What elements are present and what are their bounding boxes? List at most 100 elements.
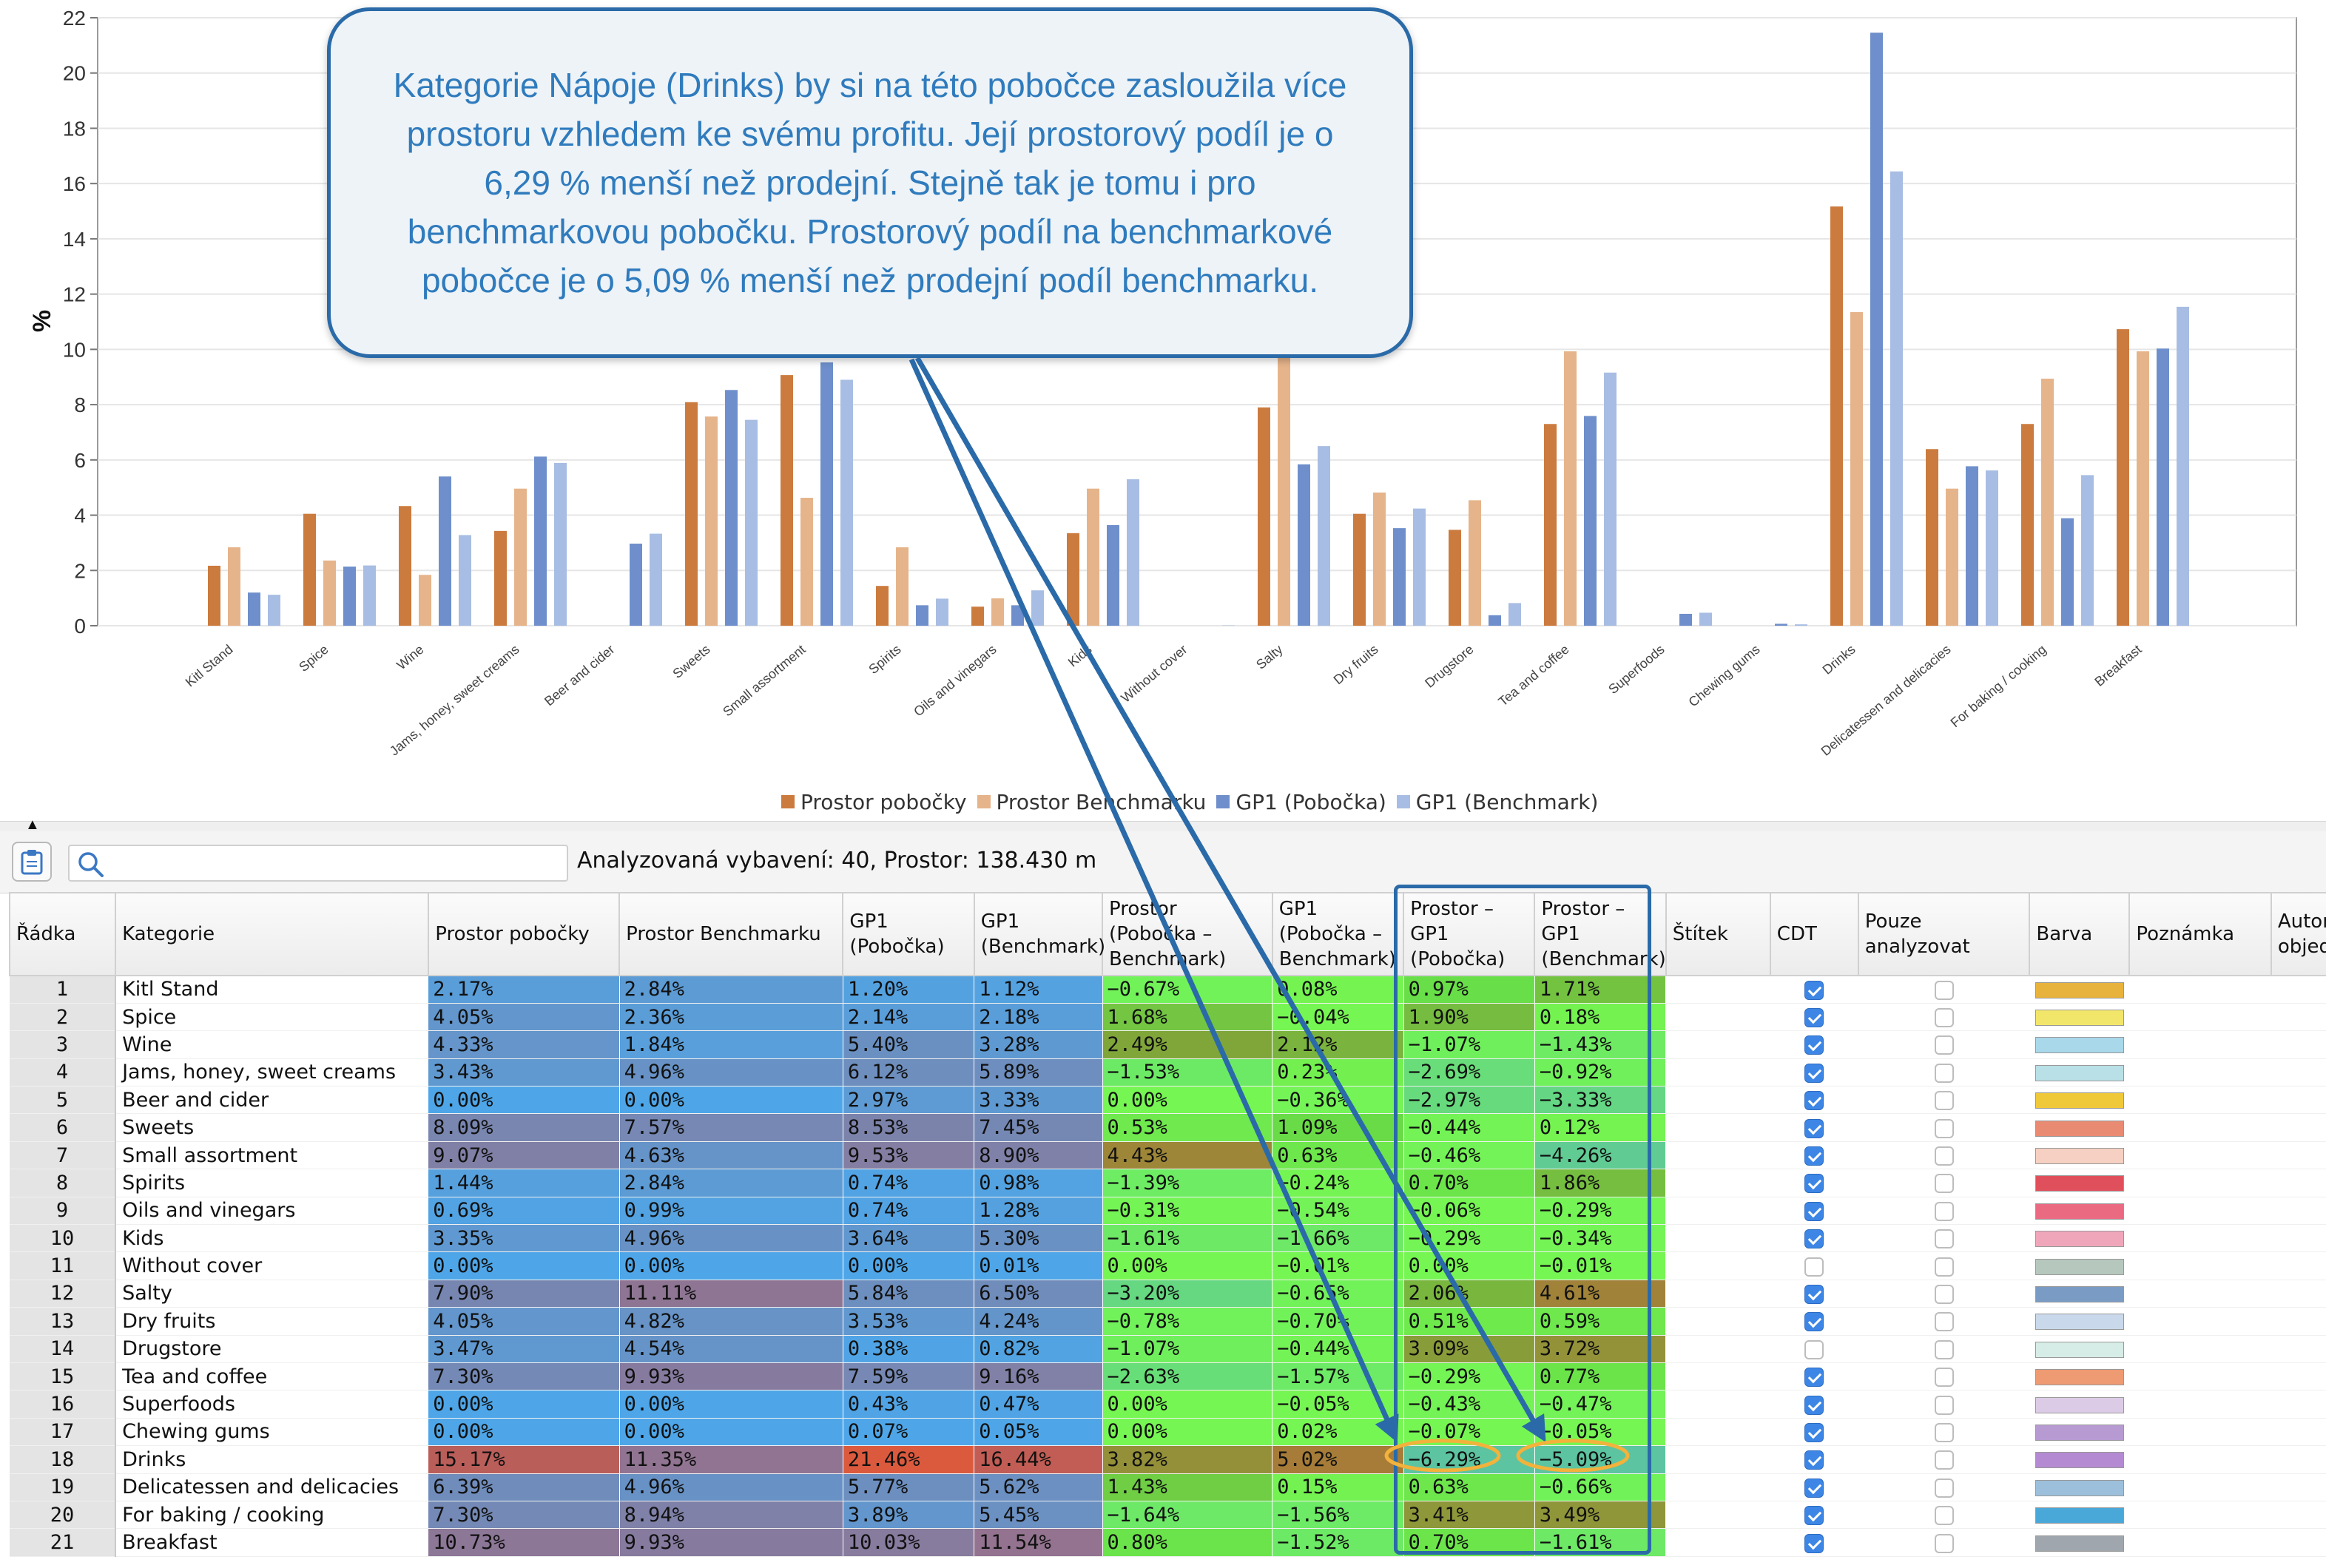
gp1-branch-cell[interactable]: 3.53% (843, 1307, 975, 1336)
gp1-branch-cell[interactable]: 0.74% (843, 1169, 975, 1197)
table-row[interactable]: 12 Salty 7.90% 11.11% 5.84% 6.50% −3.20% −0.65%… (10, 1280, 2326, 1308)
gp1-benchmark-cell[interactable]: 3.33% (974, 1086, 1103, 1115)
gp1-branch-cell[interactable]: 8.53% (843, 1113, 975, 1142)
space-benchmark-cell[interactable]: 4.63% (619, 1141, 843, 1170)
space-benchmark-cell[interactable]: 4.96% (619, 1473, 843, 1501)
space-diff-cell[interactable]: −0.78% (1102, 1307, 1273, 1336)
tag-cell[interactable] (1665, 1528, 1770, 1557)
gp1-diff-cell[interactable]: 1.09% (1272, 1113, 1404, 1142)
auto-order-cell[interactable] (2271, 1445, 2326, 1474)
note-cell[interactable] (2129, 1058, 2271, 1087)
space-branch-cell[interactable]: 7.90% (428, 1280, 620, 1308)
tag-cell[interactable] (1665, 1307, 1770, 1336)
space-diff-cell[interactable]: −2.63% (1102, 1362, 1273, 1391)
cdt-cell[interactable] (1770, 1307, 1858, 1336)
tag-cell[interactable] (1665, 1473, 1770, 1501)
table-row[interactable]: 20 For baking / cooking 7.30% 8.94% 3.89% 5.4… (10, 1501, 2326, 1530)
table-row[interactable]: 6 Sweets 8.09% 7.57% 8.53% 7.45% 0.53% 1.09% −0.… (10, 1113, 2326, 1142)
gp1-diff-cell[interactable]: −0.24% (1272, 1169, 1404, 1197)
gp1-benchmark-cell[interactable]: 1.28% (974, 1197, 1103, 1226)
space-diff-cell[interactable]: 0.00% (1102, 1251, 1273, 1280)
auto-order-cell[interactable] (2271, 1390, 2326, 1419)
analyze-only-checkbox[interactable] (1934, 1533, 1954, 1553)
space-branch-cell[interactable]: 0.00% (428, 1086, 620, 1115)
analyze-only-checkbox[interactable] (1934, 1422, 1954, 1442)
tag-cell[interactable] (1665, 1390, 1770, 1419)
category-cell[interactable]: Salty (115, 1280, 429, 1308)
analyze-only-cell[interactable] (1858, 1335, 2030, 1363)
space-gp1-branch-cell[interactable]: −2.97% (1403, 1086, 1535, 1115)
analyze-only-checkbox[interactable] (1934, 1118, 1954, 1138)
gp1-benchmark-cell[interactable]: 7.45% (974, 1113, 1103, 1142)
header-auto-order[interactable]: Autom objedn (2270, 892, 2326, 976)
space-gp1-benchmark-cell[interactable]: −3.33% (1534, 1086, 1667, 1115)
space-diff-cell[interactable]: −1.39% (1102, 1169, 1273, 1197)
space-gp1-benchmark-cell[interactable]: 1.86% (1534, 1169, 1667, 1197)
space-branch-cell[interactable]: 7.30% (428, 1362, 620, 1391)
color-cell[interactable] (2029, 1251, 2130, 1280)
space-branch-cell[interactable]: 4.33% (428, 1030, 620, 1059)
cdt-cell[interactable] (1770, 1224, 1858, 1253)
tag-cell[interactable] (1665, 1280, 1770, 1308)
header-space-benchmark[interactable]: Prostor Benchmarku (618, 892, 844, 976)
space-diff-cell[interactable]: 0.00% (1102, 1418, 1273, 1447)
space-benchmark-cell[interactable]: 1.84% (619, 1030, 843, 1059)
analyze-only-checkbox[interactable] (1934, 1063, 1954, 1083)
analyze-only-checkbox[interactable] (1934, 1478, 1954, 1498)
header-gp1-benchmark[interactable]: GP1 (Benchmark) (973, 892, 1105, 976)
note-cell[interactable] (2129, 1362, 2271, 1391)
auto-order-cell[interactable] (2271, 1307, 2326, 1336)
category-cell[interactable]: Spirits (115, 1169, 429, 1197)
analyze-only-cell[interactable] (1858, 1058, 2030, 1087)
tag-cell[interactable] (1665, 1335, 1770, 1363)
space-gp1-branch-cell[interactable]: 0.00% (1403, 1251, 1535, 1280)
table-row[interactable]: 18 Drinks 15.17% 11.35% 21.46% 16.44% 3.82% 5.0… (10, 1445, 2326, 1474)
space-gp1-benchmark-cell[interactable]: −1.61% (1534, 1528, 1667, 1557)
table-row[interactable]: 9 Oils and vinegars 0.69% 0.99% 0.74% 1.28% −0… (10, 1197, 2326, 1226)
tag-cell[interactable] (1665, 1362, 1770, 1391)
panel-splitter[interactable] (0, 821, 2326, 831)
color-swatch[interactable] (2035, 1369, 2124, 1386)
space-branch-cell[interactable]: 0.00% (428, 1390, 620, 1419)
tag-cell[interactable] (1665, 1197, 1770, 1226)
color-cell[interactable] (2029, 1362, 2130, 1391)
category-cell[interactable]: Dry fruits (115, 1307, 429, 1336)
gp1-diff-cell[interactable]: 2.12% (1272, 1030, 1404, 1059)
space-branch-cell[interactable]: 6.39% (428, 1473, 620, 1501)
cdt-checkbox[interactable] (1804, 1506, 1824, 1526)
tag-cell[interactable] (1665, 1501, 1770, 1530)
analyze-only-checkbox[interactable] (1934, 1339, 1954, 1359)
table-row[interactable]: 3 Wine 4.33% 1.84% 5.40% 3.28% 2.49% 2.12% −1.07… (10, 1030, 2326, 1059)
gp1-branch-cell[interactable]: 7.59% (843, 1362, 975, 1391)
gp1-diff-cell[interactable]: −1.57% (1272, 1362, 1404, 1391)
color-swatch[interactable] (2035, 1341, 2124, 1358)
note-cell[interactable] (2129, 1224, 2271, 1253)
space-benchmark-cell[interactable]: 11.11% (619, 1280, 843, 1308)
cdt-cell[interactable] (1770, 1141, 1858, 1170)
analyze-only-cell[interactable] (1858, 1113, 2030, 1142)
category-cell[interactable]: Wine (115, 1030, 429, 1059)
note-cell[interactable] (2129, 1418, 2271, 1447)
cdt-checkbox[interactable] (1804, 1368, 1824, 1388)
gp1-diff-cell[interactable]: 5.02% (1272, 1445, 1404, 1474)
space-benchmark-cell[interactable]: 7.57% (619, 1113, 843, 1142)
table-row[interactable]: 8 Spirits 1.44% 2.84% 0.74% 0.98% −1.39% −0.24%… (10, 1169, 2326, 1197)
tag-cell[interactable] (1665, 1169, 1770, 1197)
clipboard-button[interactable] (12, 842, 52, 882)
auto-order-cell[interactable] (2271, 1169, 2326, 1197)
gp1-branch-cell[interactable]: 9.53% (843, 1141, 975, 1170)
category-cell[interactable]: Chewing gums (115, 1418, 429, 1447)
space-gp1-benchmark-cell[interactable]: 0.77% (1534, 1362, 1667, 1391)
space-gp1-benchmark-cell[interactable]: −0.92% (1534, 1058, 1667, 1087)
space-gp1-branch-cell[interactable]: −0.44% (1403, 1113, 1535, 1142)
cdt-cell[interactable] (1770, 1197, 1858, 1226)
space-gp1-branch-cell[interactable]: −0.29% (1403, 1224, 1535, 1253)
space-diff-cell[interactable]: 2.49% (1102, 1030, 1273, 1059)
gp1-branch-cell[interactable]: 6.12% (843, 1058, 975, 1087)
analyze-only-checkbox[interactable] (1934, 1035, 1954, 1055)
color-cell[interactable] (2029, 1113, 2130, 1142)
category-cell[interactable]: Jams, honey, sweet creams (115, 1058, 429, 1087)
analyze-only-cell[interactable] (1858, 1280, 2030, 1308)
gp1-benchmark-cell[interactable]: 11.54% (974, 1528, 1103, 1557)
cdt-checkbox[interactable] (1804, 1284, 1824, 1304)
